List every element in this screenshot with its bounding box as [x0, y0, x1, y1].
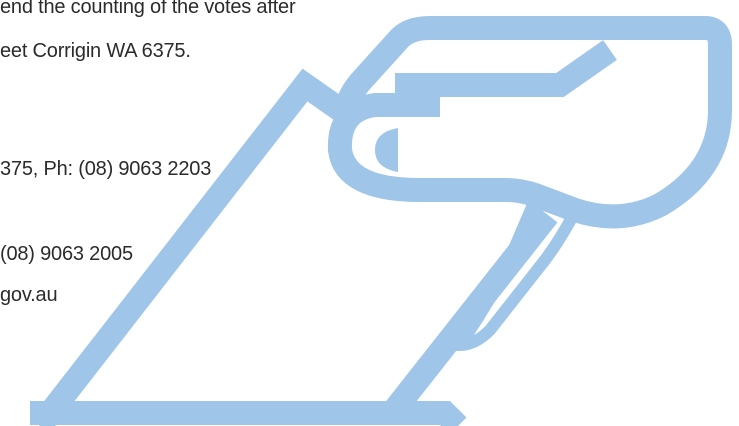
- icon-thumb: [395, 50, 610, 85]
- icon-finger-edge: [392, 215, 548, 413]
- icon-hand: [340, 28, 720, 216]
- text-line: end the counting of the votes after: [0, 0, 295, 19]
- document-page: {"document": {"lines": ["end the countin…: [0, 0, 739, 426]
- ballot-icon: [0, 0, 739, 426]
- text-line: eet Corrigin WA 6375.: [0, 40, 191, 63]
- icon-base: [30, 413, 458, 426]
- text-line: gov.au: [0, 284, 57, 307]
- text-line: 375, Ph: (08) 9063 2203: [0, 158, 211, 181]
- text-line: (08) 9063 2005: [0, 243, 133, 266]
- icon-nail: [375, 128, 398, 172]
